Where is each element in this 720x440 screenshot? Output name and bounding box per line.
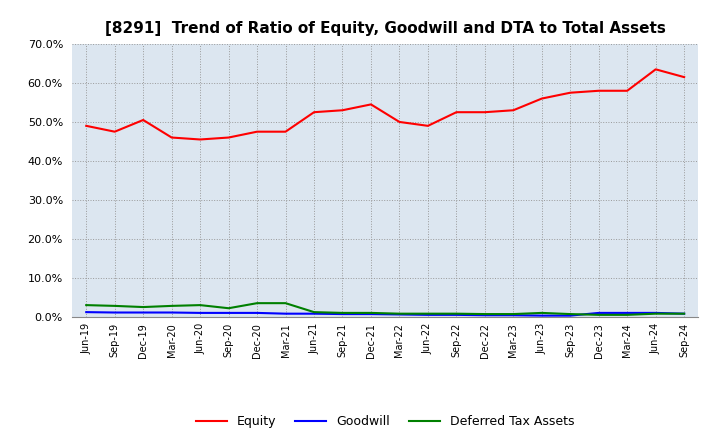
Equity (253, 129, 261, 134)
Deferred Tax Assets (680, 311, 688, 316)
Deferred Tax Assets (652, 311, 660, 316)
Equity (167, 135, 176, 140)
Deferred Tax Assets (509, 312, 518, 317)
Goodwill (253, 310, 261, 315)
Goodwill (652, 310, 660, 315)
Goodwill (680, 311, 688, 316)
Equity (110, 129, 119, 134)
Goodwill (82, 309, 91, 315)
Goodwill (566, 313, 575, 318)
Equity (225, 135, 233, 140)
Equity (537, 96, 546, 101)
Goodwill (595, 310, 603, 315)
Goodwill (225, 310, 233, 315)
Deferred Tax Assets (167, 303, 176, 308)
Deferred Tax Assets (282, 301, 290, 306)
Equity (82, 123, 91, 128)
Equity (652, 67, 660, 72)
Deferred Tax Assets (139, 304, 148, 310)
Goodwill (167, 310, 176, 315)
Title: [8291]  Trend of Ratio of Equity, Goodwill and DTA to Total Assets: [8291] Trend of Ratio of Equity, Goodwil… (105, 21, 665, 36)
Deferred Tax Assets (196, 302, 204, 308)
Legend: Equity, Goodwill, Deferred Tax Assets: Equity, Goodwill, Deferred Tax Assets (191, 411, 580, 433)
Goodwill (366, 312, 375, 317)
Equity (338, 108, 347, 113)
Deferred Tax Assets (537, 310, 546, 315)
Deferred Tax Assets (338, 310, 347, 315)
Goodwill (623, 310, 631, 315)
Equity (509, 108, 518, 113)
Equity (423, 123, 432, 128)
Goodwill (139, 310, 148, 315)
Goodwill (338, 312, 347, 317)
Goodwill (310, 311, 318, 316)
Deferred Tax Assets (623, 312, 631, 318)
Goodwill (395, 312, 404, 317)
Line: Goodwill: Goodwill (86, 312, 684, 315)
Deferred Tax Assets (82, 302, 91, 308)
Deferred Tax Assets (366, 310, 375, 315)
Equity (595, 88, 603, 93)
Line: Equity: Equity (86, 70, 684, 139)
Equity (452, 110, 461, 115)
Deferred Tax Assets (452, 311, 461, 316)
Deferred Tax Assets (566, 312, 575, 317)
Goodwill (282, 311, 290, 316)
Deferred Tax Assets (395, 311, 404, 316)
Equity (139, 117, 148, 123)
Deferred Tax Assets (423, 311, 432, 316)
Deferred Tax Assets (253, 301, 261, 306)
Deferred Tax Assets (310, 309, 318, 315)
Equity (310, 110, 318, 115)
Goodwill (509, 312, 518, 318)
Equity (282, 129, 290, 134)
Equity (680, 74, 688, 80)
Equity (566, 90, 575, 95)
Equity (480, 110, 489, 115)
Goodwill (110, 310, 119, 315)
Deferred Tax Assets (595, 312, 603, 318)
Goodwill (196, 310, 204, 315)
Line: Deferred Tax Assets: Deferred Tax Assets (86, 303, 684, 315)
Goodwill (480, 312, 489, 318)
Equity (623, 88, 631, 93)
Deferred Tax Assets (110, 303, 119, 308)
Goodwill (452, 312, 461, 318)
Equity (196, 137, 204, 142)
Deferred Tax Assets (225, 306, 233, 311)
Goodwill (423, 312, 432, 318)
Goodwill (537, 313, 546, 318)
Equity (366, 102, 375, 107)
Equity (395, 119, 404, 125)
Deferred Tax Assets (480, 312, 489, 317)
